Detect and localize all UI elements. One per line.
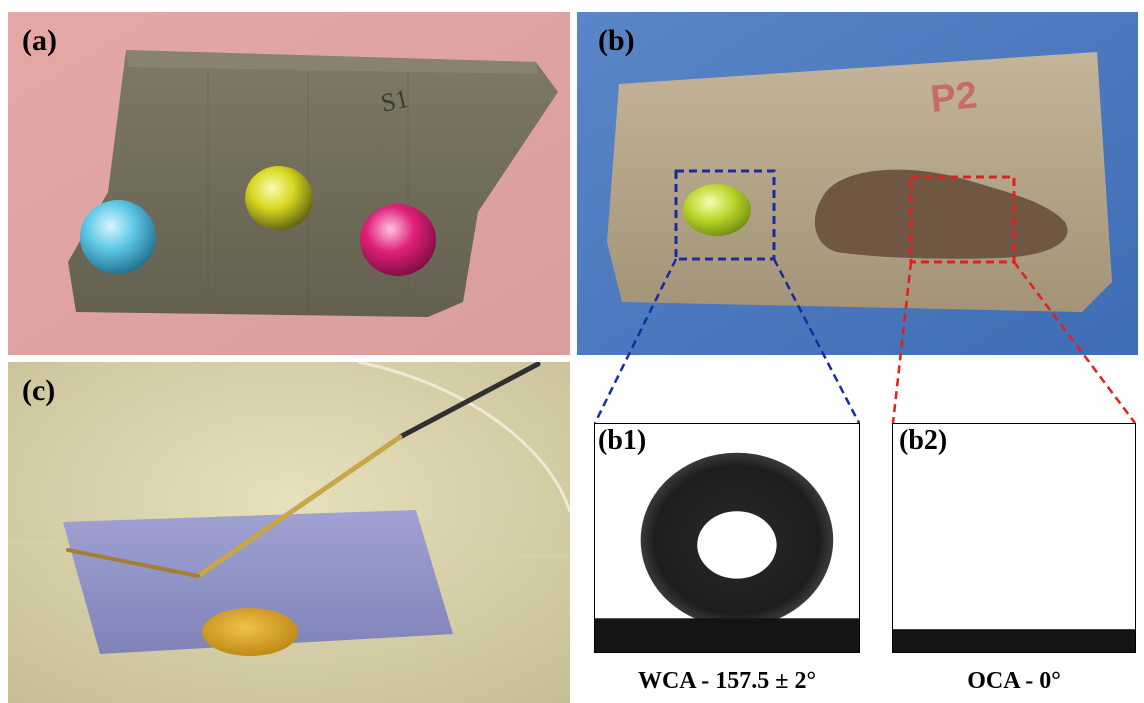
panel-b1-contact-angle	[594, 423, 860, 653]
oil-spread-surface	[893, 629, 1135, 652]
oil-droplet	[202, 608, 298, 656]
yellow-droplet	[245, 166, 313, 230]
yellow-droplet	[683, 184, 751, 236]
oca-caption: OCA - 0°	[967, 668, 1061, 694]
panel-b2-contact-angle	[892, 423, 1136, 653]
fabric-strip	[63, 510, 453, 654]
magenta-droplet	[360, 204, 436, 276]
panel-c-photo	[8, 362, 570, 703]
panel-a-photo: S1	[8, 12, 570, 355]
wca-caption: WCA - 157.5 ± 2°	[637, 668, 817, 694]
panel-b1-label: (b1)	[598, 425, 647, 456]
panel-a-label: (a)	[22, 24, 57, 57]
fabric-mark-p2: P2	[929, 74, 980, 121]
fabric-mark-s1: S1	[378, 84, 411, 118]
panel-b-photo: P2	[577, 12, 1138, 355]
cyan-droplet	[80, 200, 156, 274]
panel-b-label: (b)	[598, 24, 635, 57]
panel-c-label: (c)	[22, 374, 56, 407]
panel-b2-label: (b2)	[899, 425, 948, 456]
